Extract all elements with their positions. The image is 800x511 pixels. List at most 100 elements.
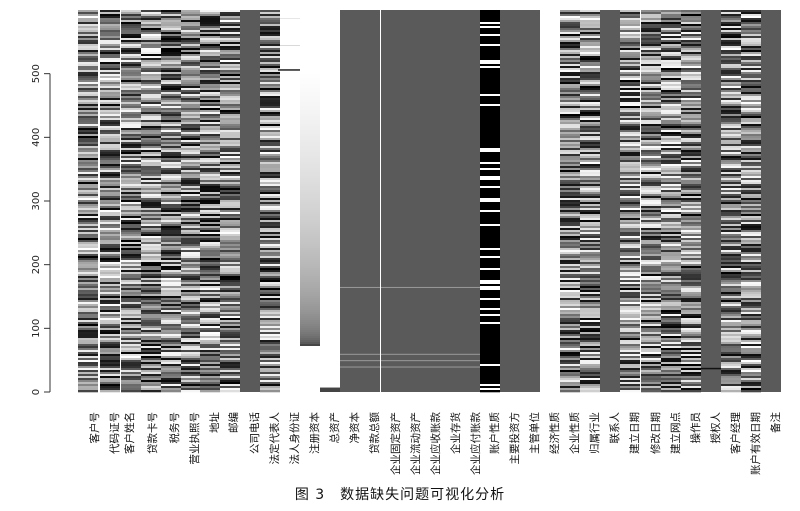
heatmap-cell: [161, 364, 181, 367]
heatmap-cell: [280, 168, 300, 171]
heatmap-cell: [200, 298, 220, 301]
heatmap-cell: [100, 10, 120, 13]
heatmap-cell: [280, 176, 300, 179]
heatmap-cell: [200, 198, 220, 201]
heatmap-cell: [480, 302, 500, 305]
heatmap-cell: [100, 302, 120, 305]
heatmap-cell: [661, 148, 681, 151]
heatmap-cell: [121, 164, 141, 167]
heatmap-cell: [181, 318, 201, 321]
heatmap-cell: [681, 156, 701, 159]
heatmap-cell: [121, 174, 141, 177]
heatmap-cell: [280, 276, 300, 279]
heatmap-cell: [220, 104, 240, 107]
heatmap-cell: [220, 88, 240, 91]
heatmap-cell: [181, 150, 201, 153]
heatmap-cell: [580, 216, 600, 219]
heatmap-cell: [100, 62, 120, 65]
heatmap-cell: [100, 316, 120, 319]
heatmap-cell: [681, 346, 701, 349]
heatmap-cell: [280, 280, 300, 283]
heatmap-cell: [300, 146, 320, 149]
heatmap-cell: [620, 384, 640, 387]
heatmap-cell: [580, 32, 600, 35]
heatmap-cell: [100, 306, 120, 309]
heatmap-cell: [161, 246, 181, 249]
heatmap-cell: [661, 30, 681, 33]
y-tick-label: 400: [31, 128, 42, 147]
heatmap-cell: [121, 130, 141, 133]
heatmap-cell: [320, 146, 340, 149]
heatmap-cell: [741, 58, 761, 61]
heatmap-cell: [200, 348, 220, 351]
heatmap-cell: [741, 146, 761, 149]
heatmap-cell: [641, 252, 661, 255]
heatmap-cell: [181, 154, 201, 157]
heatmap-cell: [161, 46, 181, 49]
heatmap-cell: [260, 240, 280, 243]
heatmap-cell: [681, 90, 701, 93]
heatmap-cell: [620, 354, 640, 357]
heatmap-cell: [181, 234, 201, 237]
heatmap-cell: [300, 262, 320, 265]
heatmap-cell: [721, 264, 741, 267]
heatmap-cell: [280, 366, 300, 369]
heatmap-cell: [121, 360, 141, 363]
heatmap-cell: [260, 384, 280, 387]
heatmap-cell: [280, 214, 300, 217]
heatmap-cell: [100, 326, 120, 329]
heatmap-cell: [721, 234, 741, 237]
heatmap-cell: [741, 340, 761, 343]
heatmap-cell: [661, 270, 681, 273]
heatmap-cell: [300, 254, 320, 257]
heatmap-cell: [161, 248, 181, 251]
heatmap-cell: [620, 274, 640, 277]
heatmap-cell: [121, 284, 141, 287]
heatmap-cell: [721, 220, 741, 223]
heatmap-cell: [260, 108, 280, 111]
heatmap-cell: [580, 270, 600, 273]
heatmap-cell: [480, 190, 500, 193]
heatmap-cell: [220, 284, 240, 287]
heatmap-cell: [681, 208, 701, 211]
heatmap-cell: [320, 334, 340, 337]
heatmap-cell: [721, 122, 741, 125]
heatmap-cell: [580, 246, 600, 249]
heatmap-cell: [741, 294, 761, 297]
heatmap-cell: [661, 66, 681, 69]
heatmap-cell: [300, 336, 320, 339]
heatmap-cell: [320, 140, 340, 143]
heatmap-cell: [580, 338, 600, 341]
heatmap-cell: [681, 82, 701, 85]
heatmap-cell: [260, 170, 280, 173]
heatmap-cell: [200, 104, 220, 107]
heatmap-cell: [661, 302, 681, 305]
heatmap-cell: [681, 100, 701, 103]
heatmap-cell: [320, 350, 340, 353]
heatmap-cell: [300, 110, 320, 113]
heatmap-cell: [681, 12, 701, 15]
heatmap-cell: [721, 72, 741, 75]
heatmap-cell: [100, 286, 120, 289]
heatmap-cell: [141, 248, 161, 251]
heatmap-cell: [260, 84, 280, 87]
heatmap-cell: [121, 370, 141, 373]
heatmap-cell: [721, 290, 741, 293]
heatmap-cell: [300, 386, 320, 389]
heatmap-cell: [220, 342, 240, 345]
heatmap-cell: [100, 142, 120, 145]
heatmap-cell: [320, 132, 340, 135]
heatmap-cell: [641, 388, 661, 391]
heatmap-cell: [560, 390, 580, 393]
heatmap-cell: [121, 128, 141, 131]
heatmap-cell: [620, 260, 640, 263]
heatmap-cell: [161, 346, 181, 349]
heatmap-cell: [181, 226, 201, 229]
heatmap-cell: [100, 194, 120, 197]
heatmap-cell: [681, 52, 701, 55]
heatmap-cell: [641, 290, 661, 293]
heatmap-cell: [200, 384, 220, 387]
heatmap-cell: [560, 232, 580, 235]
heatmap-cell: [300, 172, 320, 175]
heatmap-cell: [741, 364, 761, 367]
